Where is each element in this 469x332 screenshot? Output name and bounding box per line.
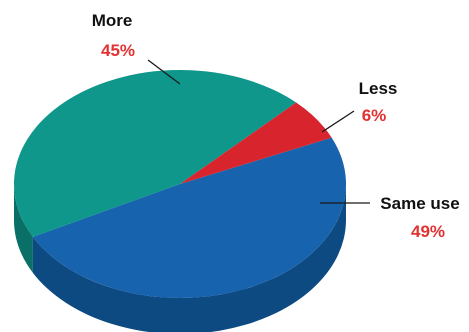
pie-slice-less (180, 102, 332, 184)
pie-sides (14, 184, 346, 332)
pie-slice-same-use (32, 137, 347, 299)
slice-value-same-use: 49% (411, 222, 445, 241)
slice-value-more: 45% (101, 41, 135, 60)
pie-side-more (14, 184, 33, 273)
slice-label-same-use: Same use (380, 194, 459, 213)
slice-label-more: More (92, 11, 133, 30)
leader-line-less (321, 110, 355, 133)
slice-label-less: Less (359, 79, 398, 98)
pie-tops (14, 70, 347, 299)
pie-slice-more (14, 70, 297, 237)
leader-line-more (147, 59, 181, 85)
pie-side-same-use (32, 184, 346, 332)
slice-value-less: 6% (362, 106, 387, 125)
